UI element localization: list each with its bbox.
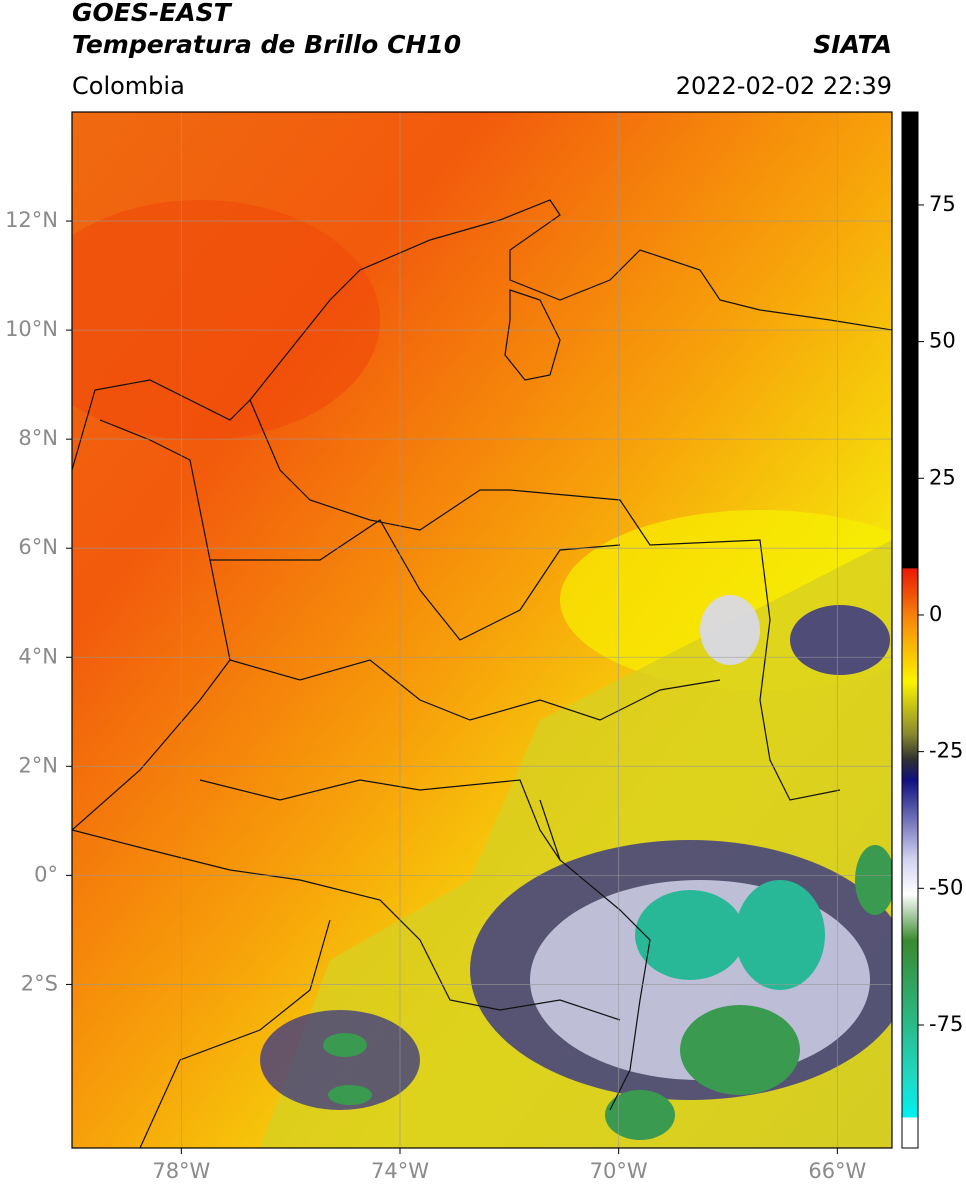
- colorbar-tick-label: 75: [929, 192, 956, 216]
- x-tick-label: 66°W: [808, 1159, 866, 1183]
- colorbar-tick-label: -25: [929, 739, 963, 763]
- source: SIATA: [813, 30, 892, 59]
- colorbar-tick-label: 25: [929, 465, 956, 489]
- y-tick-label: 4°N: [18, 644, 58, 668]
- y-tick-label: 10°N: [5, 317, 58, 341]
- colorbar-tick-label: -75: [929, 1012, 963, 1036]
- colorbar: [901, 111, 919, 1149]
- y-tick-label: 2°N: [18, 753, 58, 777]
- x-tick-label: 70°W: [590, 1159, 648, 1183]
- colorbar-tick-label: 0: [929, 602, 942, 626]
- x-tick-label: 74°W: [371, 1159, 429, 1183]
- subtitle: Temperatura de Brillo CH10: [72, 30, 461, 59]
- region: Colombia: [72, 72, 185, 100]
- y-tick-label: 12°N: [5, 208, 58, 232]
- map-frame: [71, 111, 893, 1149]
- x-tick-label: 78°W: [152, 1159, 210, 1183]
- colorbar-tick-label: 50: [929, 329, 956, 353]
- map-image: [72, 112, 892, 1148]
- colorbar-tick-label: -50: [929, 875, 963, 899]
- y-tick-label: 2°S: [21, 971, 58, 995]
- grid: [72, 112, 892, 1148]
- datetime: 2022-02-02 22:39: [676, 72, 892, 100]
- y-tick-label: 6°N: [18, 535, 58, 559]
- title: GOES-EAST: [72, 0, 233, 27]
- y-tick-label: 0°: [34, 862, 58, 886]
- y-tick-label: 8°N: [18, 426, 58, 450]
